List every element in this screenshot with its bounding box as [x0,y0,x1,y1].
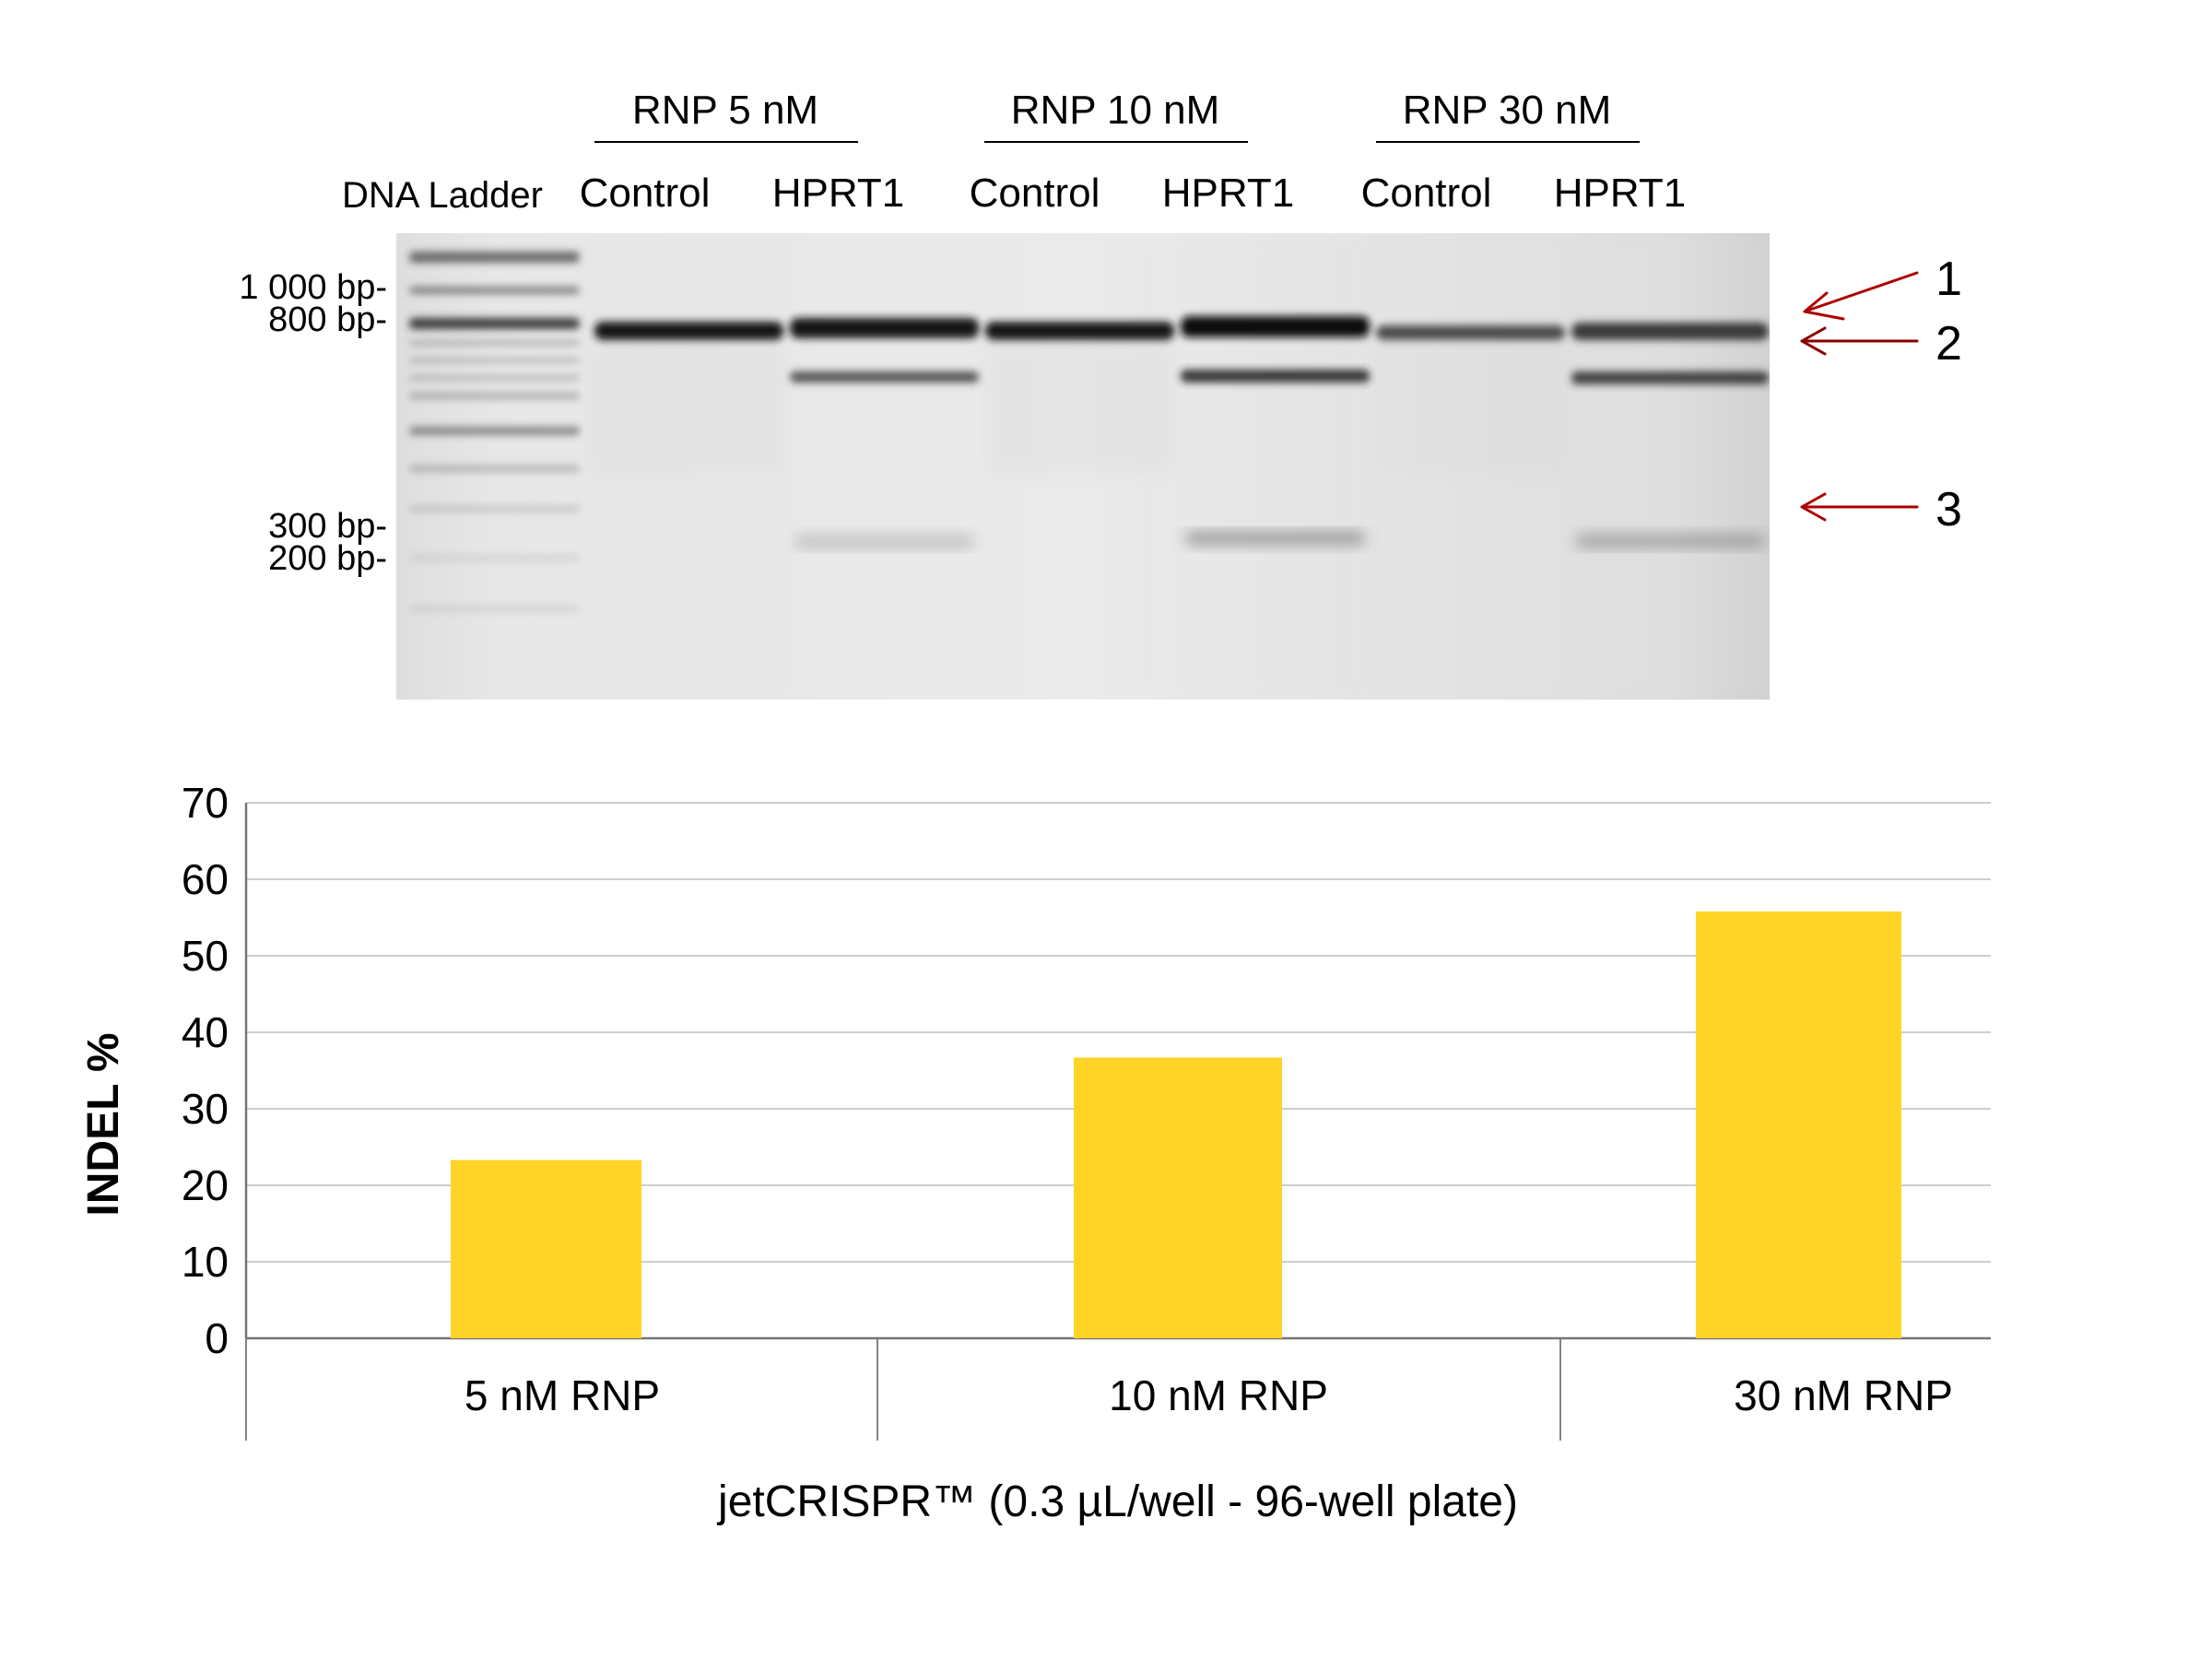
svg-text:10: 10 [182,1238,229,1286]
svg-text:INDEL %: INDEL % [79,1032,128,1216]
svg-text:30 nM RNP: 30 nM RNP [1734,1371,1953,1419]
svg-text:60: 60 [182,855,229,903]
svg-text:50: 50 [182,932,229,980]
svg-text:10 nM RNP: 10 nM RNP [1109,1371,1328,1419]
svg-text:40: 40 [182,1008,229,1056]
svg-text:0: 0 [205,1314,229,1362]
svg-text:30: 30 [182,1085,229,1133]
svg-text:jetCRISPR™ (0.3 µL/well - 96-w: jetCRISPR™ (0.3 µL/well - 96-well plate) [716,1477,1518,1526]
svg-text:5 nM RNP: 5 nM RNP [465,1371,660,1419]
svg-text:70: 70 [182,779,229,827]
svg-text:20: 20 [182,1161,229,1209]
